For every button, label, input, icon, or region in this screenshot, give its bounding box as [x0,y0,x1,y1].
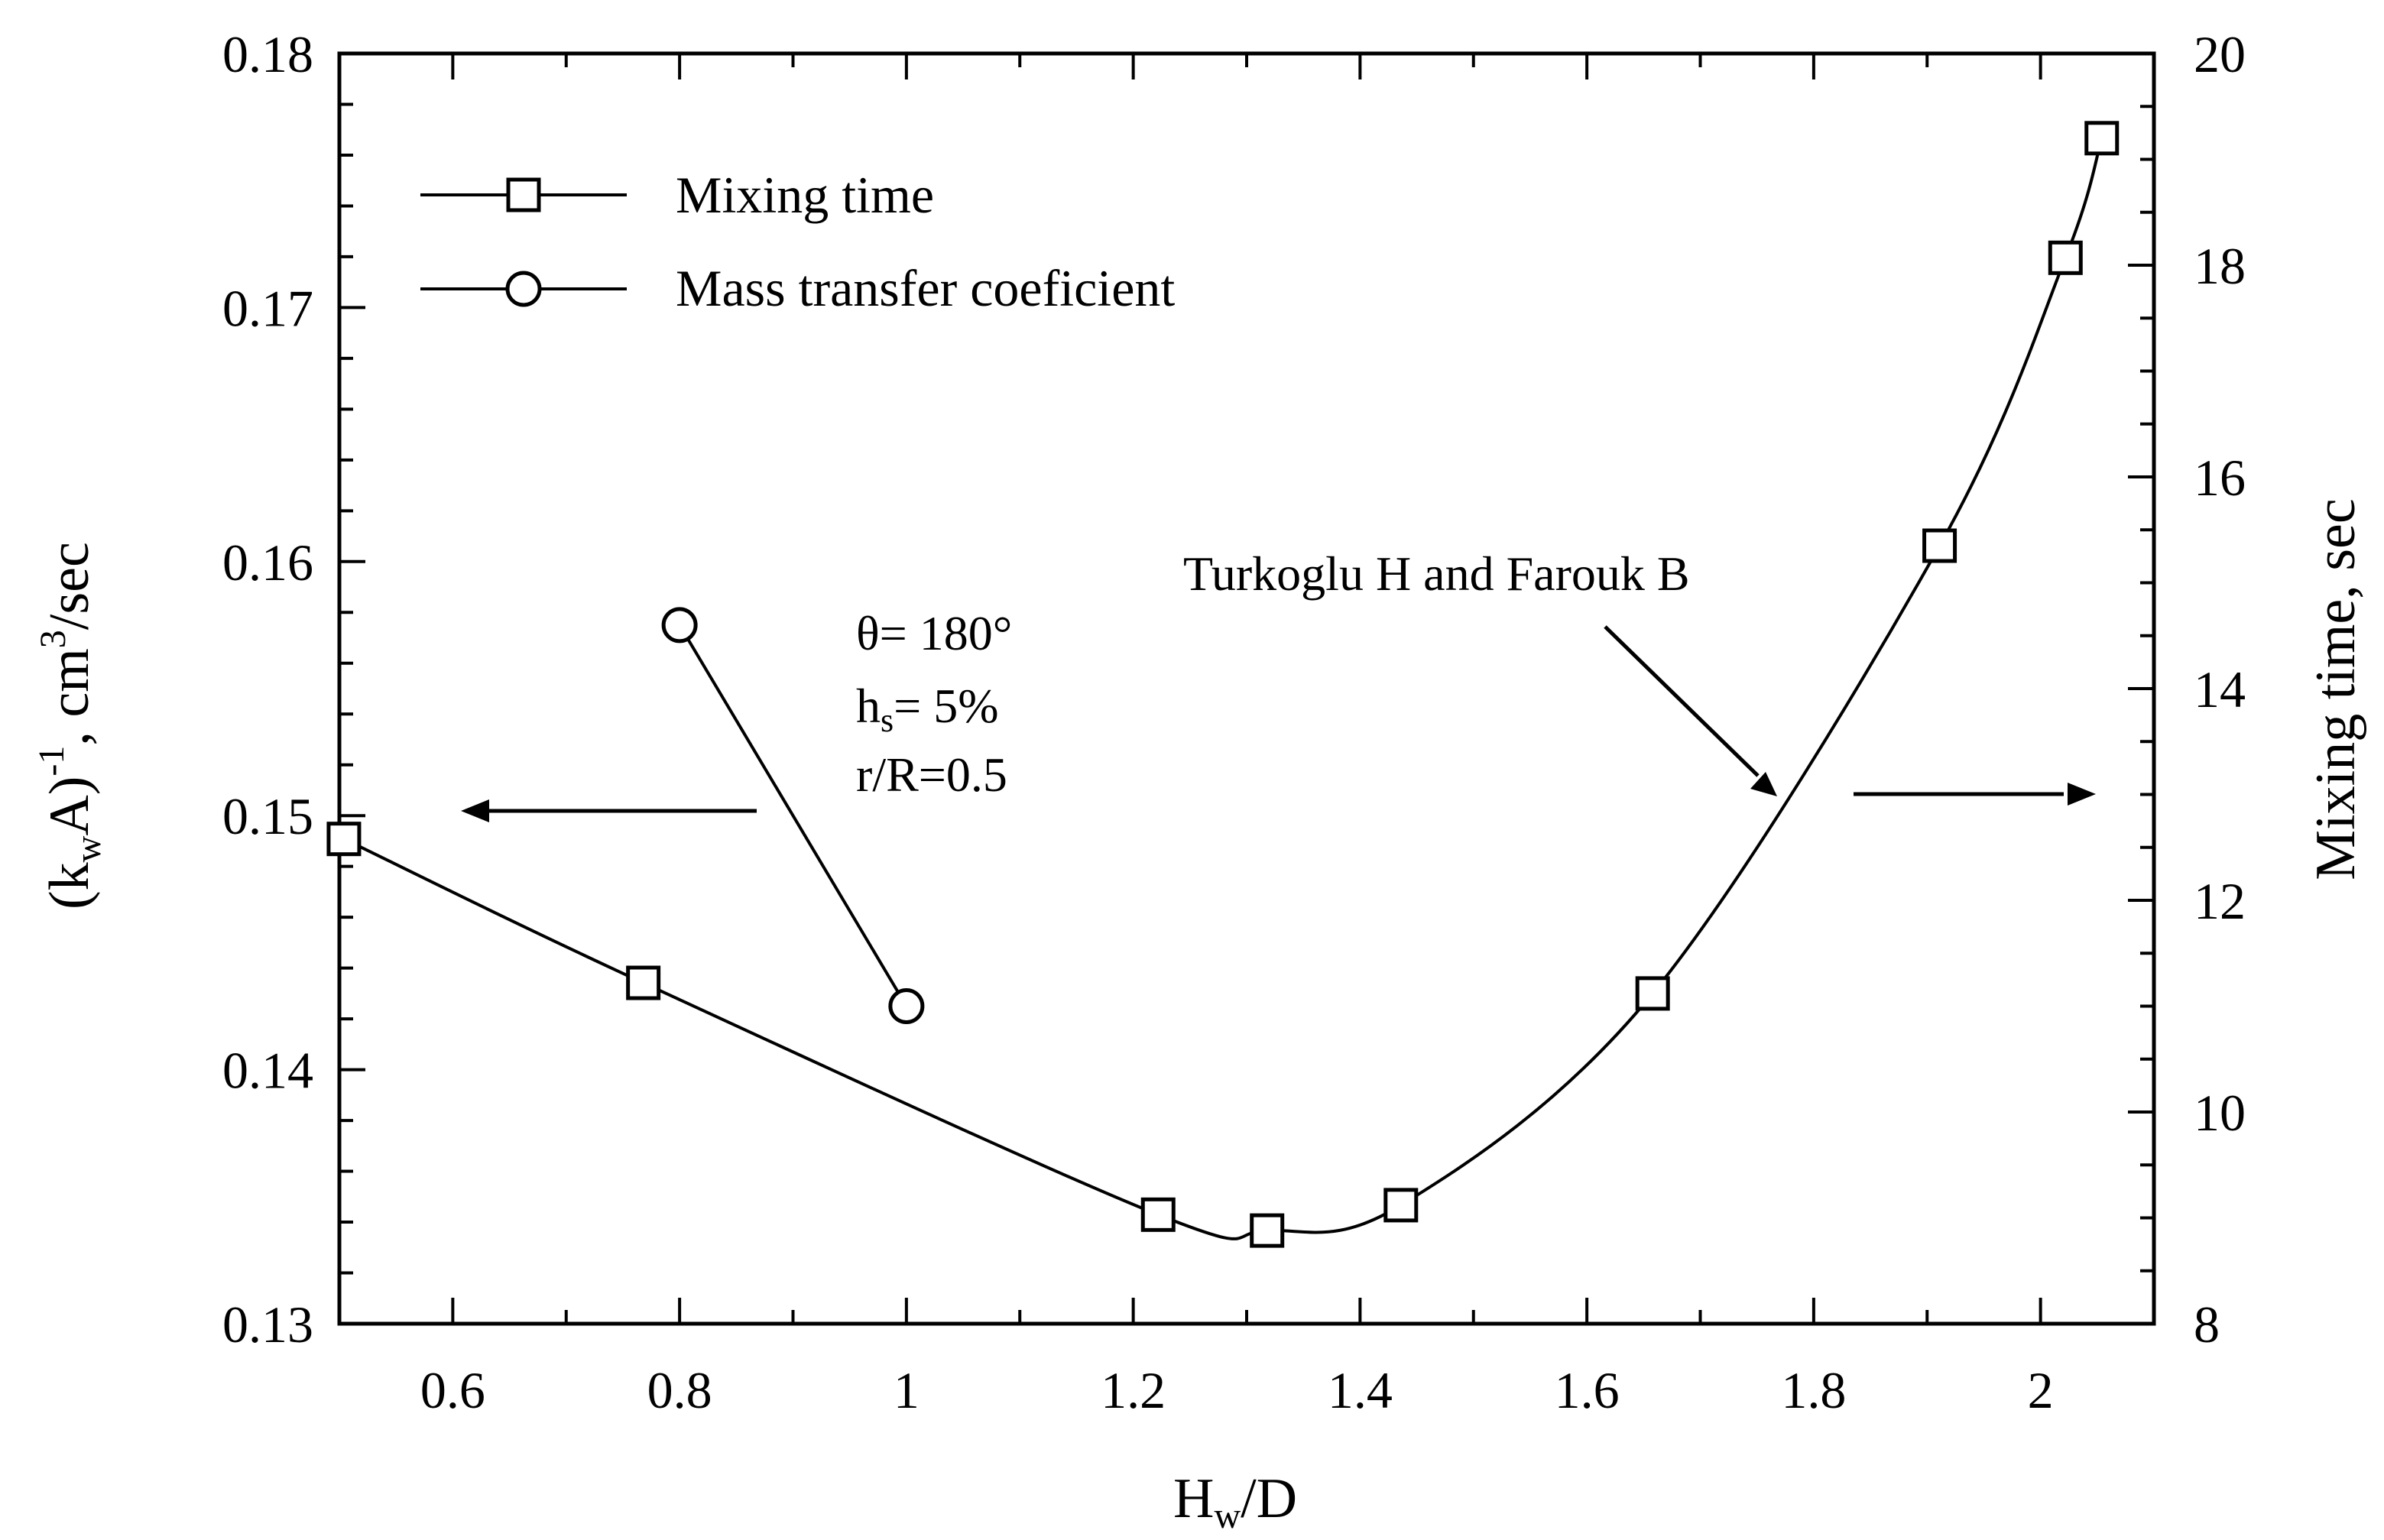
mixing-time-point [2048,240,2083,275]
y-right-tick-label: 8 [2194,1295,2220,1354]
source-annotation: Turkoglu H and Farouk B [1183,546,1690,601]
data-markers [326,121,2120,1248]
y-right-tick-label: 16 [2194,449,2246,507]
x-tick-label: 1.6 [1555,1361,1620,1419]
y-left-tick-label: 0.18 [222,25,313,83]
mass-transfer-point [661,607,698,644]
plot-frame [337,51,2156,1326]
legend-circle-marker [505,271,542,307]
mixing-time-curve [343,138,2103,1240]
mixing-time-point [2084,121,2120,156]
source-arrow-head [1750,772,1777,796]
source-arrow-shaft [1604,625,1760,777]
mixing-time-point [626,965,661,1000]
x-tick-label: 1 [894,1361,920,1419]
y-left-axis-title: (kwA)-1, cm3/sec [31,542,109,909]
y-right-tick-label: 10 [2194,1084,2246,1142]
x-tick-label: 2 [2028,1361,2054,1419]
y-right-tick-label: 12 [2194,872,2246,930]
legend-mass-label: Mass transfer coeficient [676,259,1175,317]
mixing-time-point [1140,1197,1176,1232]
legend-square-marker [506,177,541,212]
mixing-time-point [1922,528,1957,563]
x-tick-label: 1.4 [1328,1361,1393,1419]
legend: Mixing time Mass transfer coeficient [420,166,1175,317]
y-left-tick-label: 0.16 [222,533,313,592]
mixing-time-point [1383,1188,1419,1223]
x-tick-label: 0.8 [647,1361,712,1419]
mass-transfer-point [888,988,925,1024]
x-axis-title: Hw/D [1173,1467,1297,1536]
y-left-tick-label: 0.13 [222,1295,313,1354]
theta-label: θ= 180° [856,606,1012,660]
mixing-time-point [326,822,362,857]
y-left-tick-labels: 0.13 0.14 0.15 0.16 0.17 0.18 [222,25,313,1354]
mixing-time-point [1250,1213,1285,1248]
r-ratio-label: r/R=0.5 [856,747,1007,802]
right-axis-arrow-head [2068,783,2096,806]
x-tick-label: 0.6 [420,1361,485,1419]
tick-marks [339,52,2154,1325]
arrows [461,625,2096,822]
y-right-tick-label: 20 [2194,25,2246,83]
x-tick-labels: 0.6 0.8 1 1.2 1.4 1.6 1.8 2 [420,1361,2054,1419]
y-right-tick-labels: 8 10 12 14 16 18 20 [2194,25,2246,1354]
y-right-tick-label: 18 [2194,237,2246,295]
legend-mixing-label: Mixing time [676,166,934,224]
hs-label: hs= 5% [856,679,999,739]
y-left-tick-label: 0.17 [222,279,313,337]
y-left-tick-label: 0.14 [222,1042,313,1100]
y-right-axis-title: Mixing time, sec [2305,498,2367,880]
left-axis-arrow-head [461,799,489,822]
x-tick-label: 1.8 [1781,1361,1846,1419]
conditions-annotation: θ= 180° hs= 5% r/R=0.5 [856,606,1012,802]
mixing-time-point [1635,976,1670,1011]
x-tick-label: 1.2 [1101,1361,1166,1419]
mass-transfer-line [678,624,908,1007]
y-left-tick-label: 0.15 [222,787,313,845]
y-right-tick-label: 14 [2194,660,2246,718]
